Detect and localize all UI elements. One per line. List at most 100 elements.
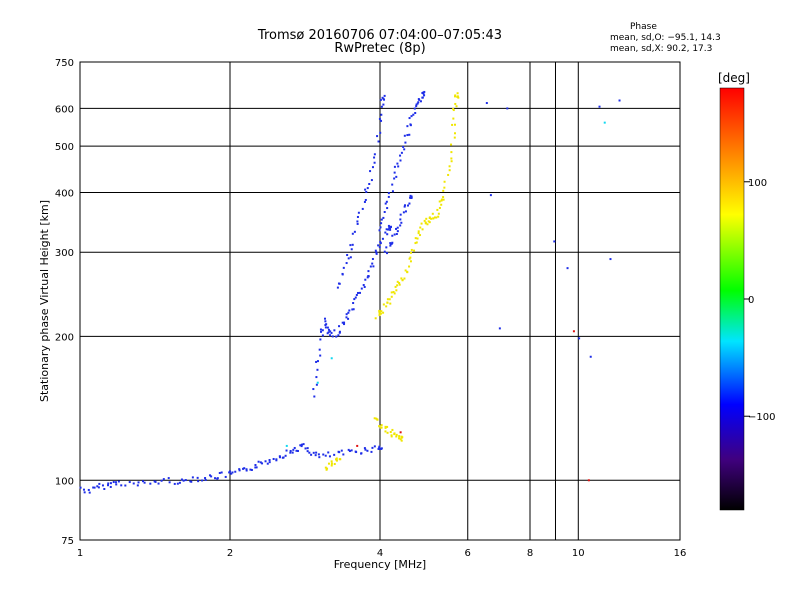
data-point xyxy=(420,222,423,225)
data-point xyxy=(412,113,415,116)
data-point xyxy=(380,105,383,108)
data-point xyxy=(391,190,394,193)
data-point xyxy=(137,481,140,484)
data-point xyxy=(362,284,365,287)
data-point xyxy=(409,194,412,197)
colorbar-tick-label: 0 xyxy=(748,295,754,306)
data-point xyxy=(306,450,309,453)
data-point xyxy=(324,326,327,329)
data-point xyxy=(413,107,416,110)
data-point xyxy=(408,133,411,136)
data-point xyxy=(261,462,264,465)
data-point xyxy=(393,165,396,168)
data-point xyxy=(457,96,460,99)
data-point xyxy=(442,189,445,192)
data-point xyxy=(317,453,320,456)
data-point xyxy=(377,244,380,247)
data-point xyxy=(218,471,221,474)
data-point xyxy=(304,447,307,450)
data-point xyxy=(364,198,367,201)
data-point xyxy=(395,433,398,436)
data-point xyxy=(327,331,330,334)
data-point xyxy=(388,226,391,229)
data-point xyxy=(136,484,139,487)
data-point xyxy=(296,449,299,452)
data-point xyxy=(87,488,90,491)
data-point xyxy=(399,213,402,216)
data-point xyxy=(409,196,412,199)
data-point xyxy=(350,248,353,251)
data-point xyxy=(341,272,344,275)
data-point xyxy=(384,426,387,429)
data-points xyxy=(79,90,621,494)
data-point xyxy=(426,223,429,226)
data-point xyxy=(327,462,330,465)
x-tick-label: 1 xyxy=(77,548,83,559)
data-point xyxy=(313,395,316,398)
x-axis-label: Frequency [MHz] xyxy=(334,558,426,571)
data-point xyxy=(387,195,390,198)
data-point xyxy=(278,456,281,459)
data-point xyxy=(378,313,381,316)
data-point xyxy=(399,438,402,441)
data-point xyxy=(333,329,336,332)
data-point xyxy=(377,447,380,450)
data-point xyxy=(379,131,382,134)
data-point xyxy=(374,317,377,320)
data-point xyxy=(321,329,324,332)
data-point xyxy=(120,484,123,487)
data-point xyxy=(345,313,348,316)
data-point xyxy=(408,202,411,205)
data-point xyxy=(346,254,349,257)
data-point xyxy=(380,424,383,427)
data-point xyxy=(355,451,358,454)
data-point xyxy=(330,357,333,360)
data-point xyxy=(371,166,374,169)
data-point xyxy=(191,476,194,479)
y-tick-label: 75 xyxy=(61,536,74,547)
phase-o-stats: mean, sd,O: −95.1, 14.3 xyxy=(610,33,721,43)
data-point xyxy=(245,469,248,472)
data-point xyxy=(359,291,362,294)
data-point xyxy=(398,437,401,440)
data-point xyxy=(372,265,375,268)
data-point xyxy=(338,325,341,328)
data-point xyxy=(398,435,401,438)
data-point xyxy=(327,328,330,331)
data-point xyxy=(416,102,419,105)
data-point xyxy=(149,482,152,485)
data-point xyxy=(324,454,327,457)
data-point xyxy=(393,177,396,180)
data-point xyxy=(351,308,354,311)
data-point xyxy=(98,482,101,485)
data-point xyxy=(399,431,402,434)
data-point xyxy=(423,90,426,93)
data-point xyxy=(432,217,435,220)
data-point xyxy=(310,453,313,456)
data-point xyxy=(398,283,401,286)
data-point xyxy=(398,282,401,285)
data-point xyxy=(390,435,393,438)
data-point xyxy=(176,482,179,485)
data-point xyxy=(380,310,383,313)
data-point xyxy=(324,466,327,469)
data-point xyxy=(450,160,453,163)
data-point xyxy=(220,471,223,474)
data-point xyxy=(182,479,185,482)
data-point xyxy=(408,117,411,120)
data-point xyxy=(106,484,109,487)
data-point xyxy=(380,222,383,225)
data-point xyxy=(79,486,82,489)
data-point xyxy=(141,480,144,483)
data-point xyxy=(375,251,378,254)
data-point xyxy=(366,187,369,190)
data-point xyxy=(416,237,419,240)
data-point xyxy=(441,198,444,201)
data-point xyxy=(393,292,396,295)
data-point xyxy=(399,159,402,162)
data-point xyxy=(124,484,127,487)
data-point xyxy=(386,298,389,301)
data-point xyxy=(320,330,323,333)
data-point xyxy=(404,141,407,144)
